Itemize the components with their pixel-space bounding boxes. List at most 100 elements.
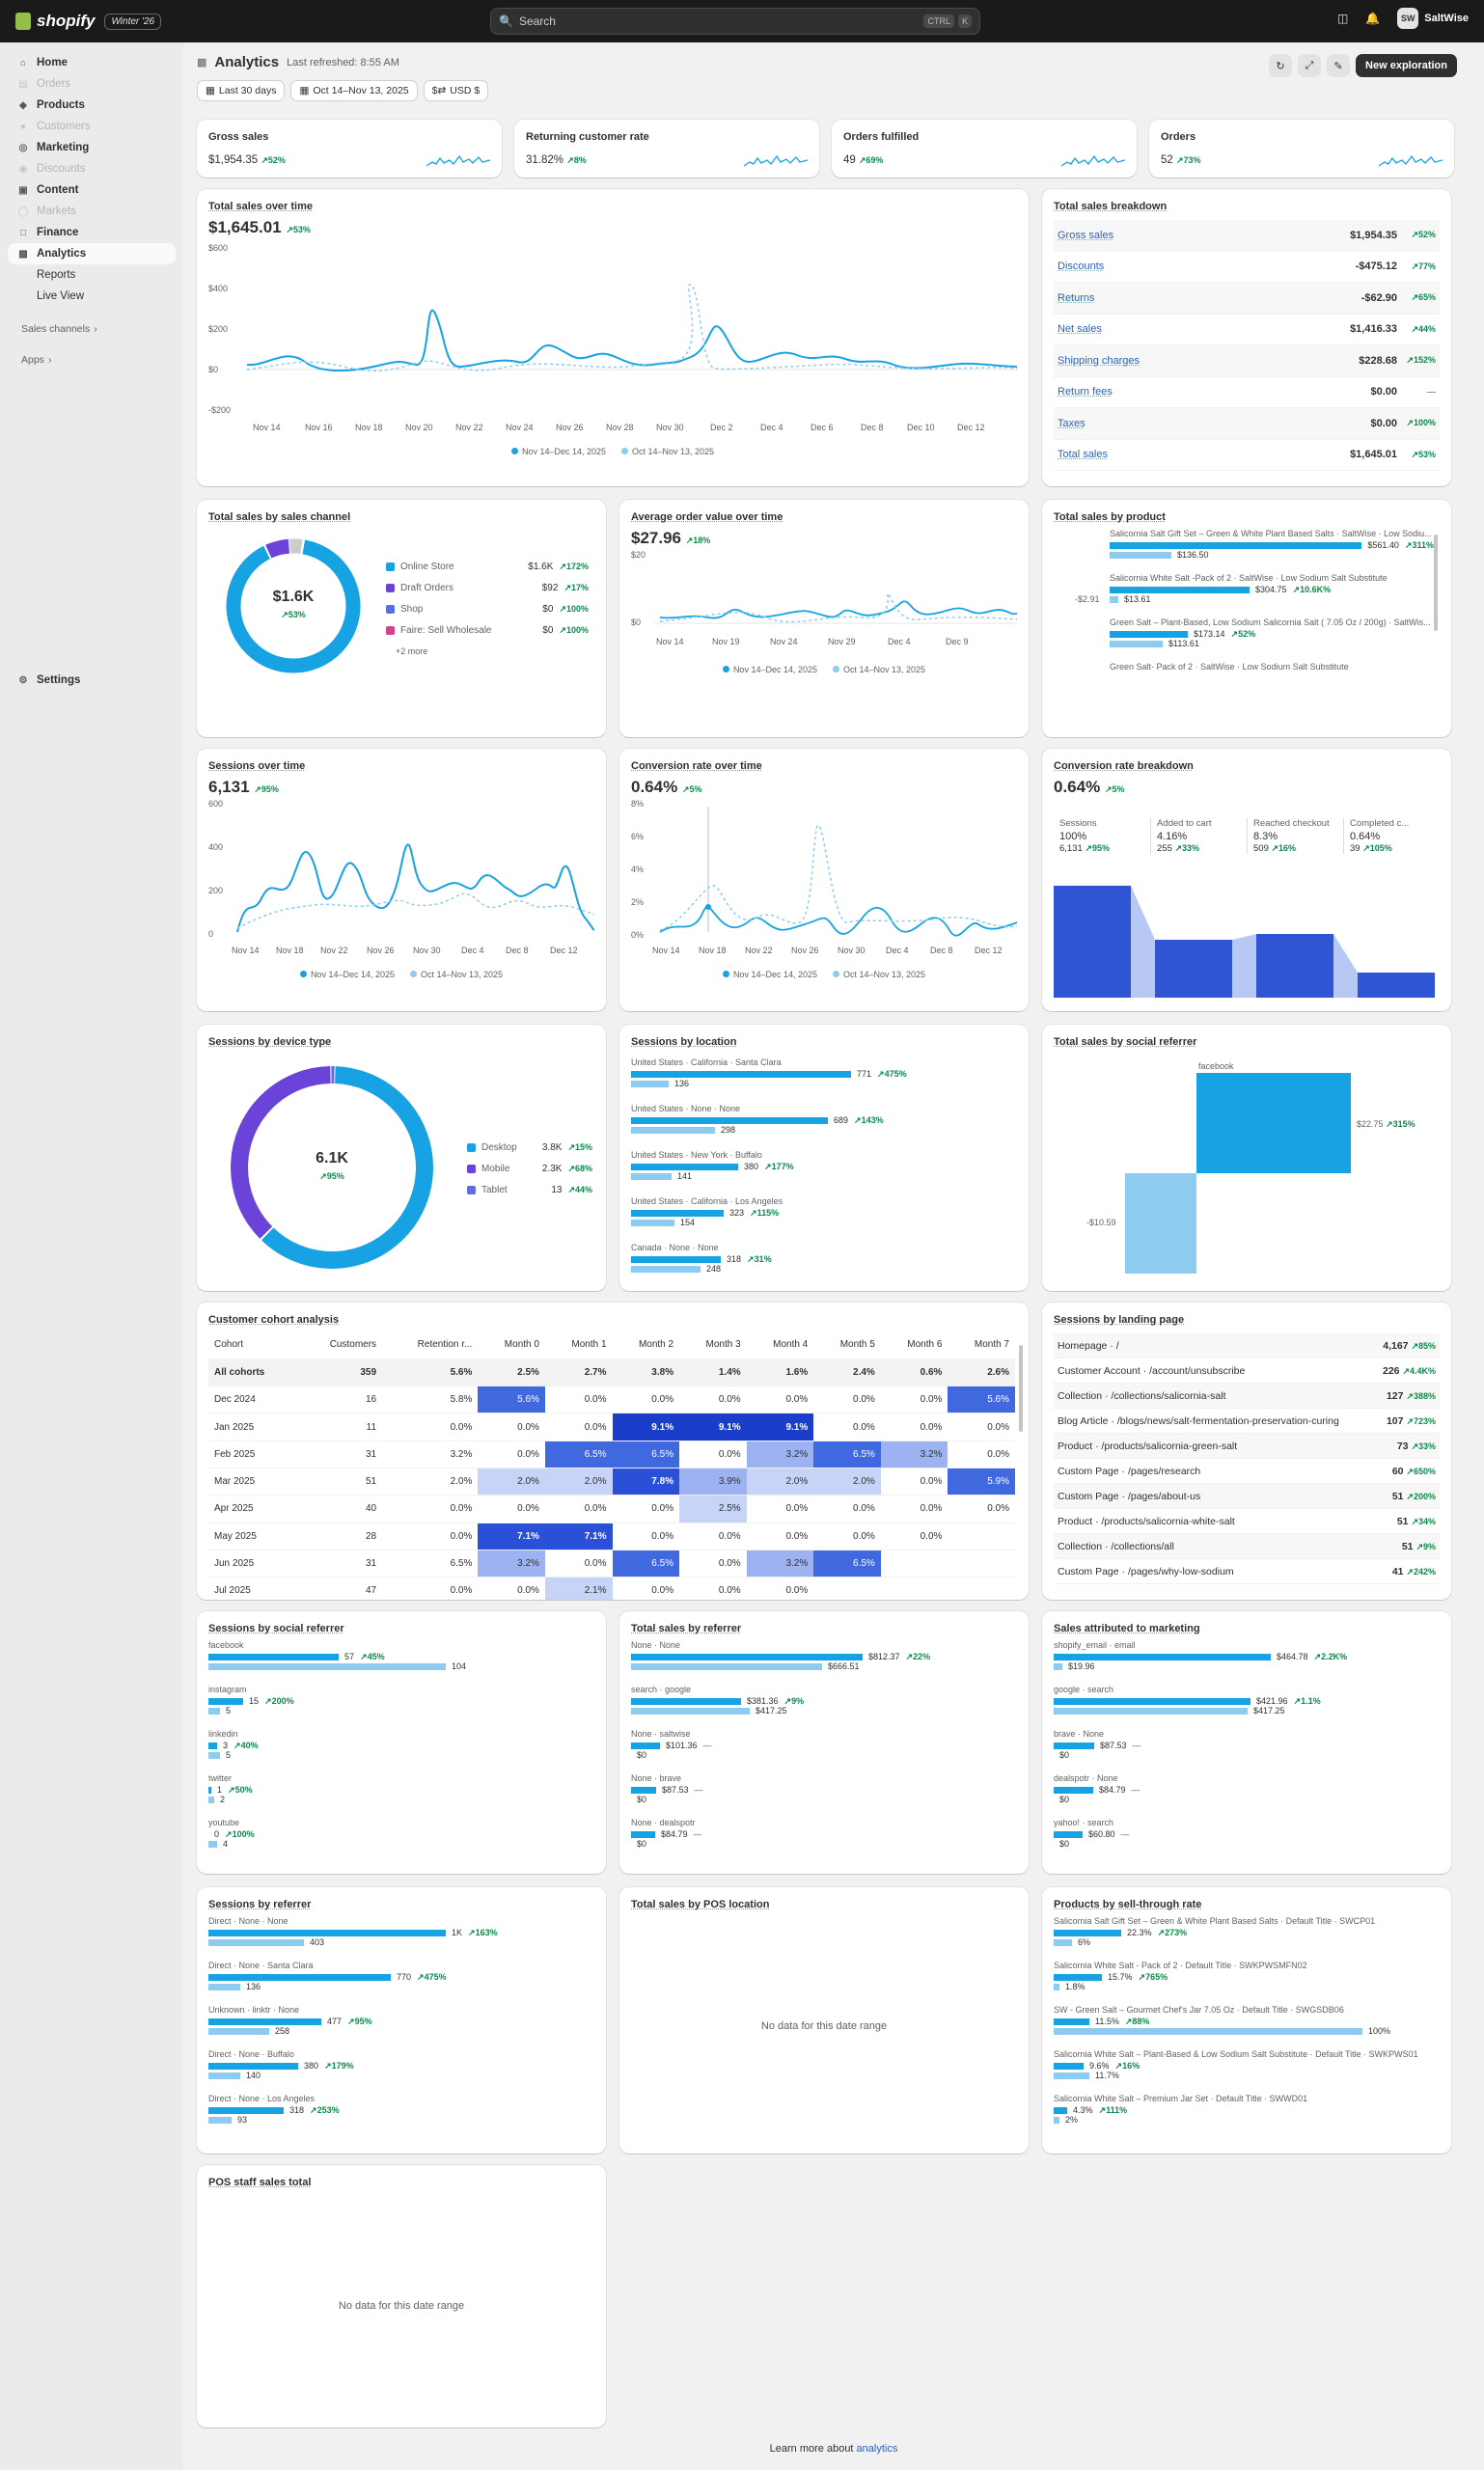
sales-by-social-referrer-card[interactable]: Total sales by social referrer facebook … [1042, 1025, 1451, 1291]
breakdown-row-total-sales[interactable]: Total sales $1,645.01 ↗53% [1054, 440, 1440, 471]
landing-page-row[interactable]: Product · /products/salicornia-white-sal… [1054, 1509, 1440, 1534]
cohort-row[interactable]: Feb 2025 31 3.2% 0.0% 6.5% 6.5% 0.0% 3.2% 6.5% 3.… [208, 1441, 1015, 1468]
bar-group-none-saltwise[interactable]: None · saltwise $101.36 — $0 [631, 1729, 1017, 1760]
bar-group-none-brave[interactable]: None · brave $87.53 — $0 [631, 1773, 1017, 1804]
kpi-card-returning-customer-rate[interactable]: Returning customer rate 31.82% ↗8% [514, 120, 819, 178]
column-header[interactable]: Retention r... [382, 1331, 479, 1359]
sessions-by-referrer-card[interactable]: Sessions by referrer Direct · None · Non… [197, 1887, 606, 2154]
bar-group-none-none[interactable]: None · None $812.37 ↗22% $666.51 [631, 1640, 1017, 1671]
breakdown-label[interactable]: Net sales [1058, 323, 1102, 336]
sidebar-item-products[interactable]: ◆ Products [8, 95, 176, 116]
landing-page-row[interactable]: Collection · /collections/salicornia-sal… [1054, 1384, 1440, 1409]
cohort-row[interactable]: Jan 2025 11 0.0% 0.0% 0.0% 9.1% 9.1% 9.1% 0.0% 0.… [208, 1413, 1015, 1441]
sales-channels-section[interactable]: Sales channels › [8, 320, 176, 338]
bar-group-twitter[interactable]: twitter 1 ↗50% 2 [208, 1773, 594, 1804]
bar-group-google-search[interactable]: google · search $421.96 ↗1.1% $417.25 [1054, 1685, 1440, 1715]
sessions-by-landing-page-card[interactable]: Sessions by landing page Homepage · / 4,1… [1042, 1303, 1451, 1600]
breakdown-label[interactable]: Taxes [1058, 417, 1086, 429]
legend-row-draft-orders[interactable]: Draft Orders $92 ↗17% [386, 577, 589, 598]
bar-group-search-google[interactable]: search · google $381.36 ↗9% $417.25 [631, 1685, 1017, 1715]
sidebar-item-analytics[interactable]: ▩ Analytics [8, 243, 176, 264]
edition-badge[interactable]: Winter '26 [104, 13, 162, 30]
landing-page-row[interactable]: Product · /products/salicornia-green-sal… [1054, 1434, 1440, 1459]
bar-group-green-salt-plant-based-low-sodium-salicornia-salt-7-05-oz-200g-saltwis[interactable]: Green Salt – Plant-Based, Low Sodium Sal… [1110, 618, 1434, 648]
bar-group-direct-none-santa-clara[interactable]: Direct · None · Santa Clara 770 ↗475% 136 [208, 1961, 594, 1991]
sidebar-subitem-live-view[interactable]: Live View [8, 286, 176, 307]
sidebar-item-discounts[interactable]: ◉ Discounts [8, 158, 176, 179]
more-channels-link[interactable]: +2 more [396, 646, 428, 656]
conversion-breakdown-card[interactable]: Conversion rate breakdown 0.64% ↗5% Sess… [1042, 749, 1451, 1011]
sessions-by-device-card[interactable]: Sessions by device type 6.1K ↗95% Deskto… [197, 1025, 606, 1291]
bar-group-united-states-california-santa-clara[interactable]: United States · California · Santa Clara… [631, 1057, 1017, 1088]
bar-group-youtube[interactable]: youtube 0 ↗100% 4 [208, 1818, 594, 1849]
bar-group-shopify-email-email[interactable]: shopify_email · email $464.78 ↗2.2K% $19.… [1054, 1640, 1440, 1671]
cohort-row[interactable]: Dec 2024 16 5.8% 5.6% 0.0% 0.0% 0.0% 0.0% 0.0% 0.… [208, 1386, 1015, 1414]
aov-card[interactable]: Average order value over time $27.96 ↗18… [619, 500, 1029, 737]
funnel-step-added-to-cart[interactable]: Added to cart 4.16% 255 ↗33% [1150, 818, 1247, 854]
breakdown-row-returns[interactable]: Returns -$62.90 ↗65% [1054, 283, 1440, 315]
bar-group-salicornia-white-salt-plant-based-low-sodium-salt-substitute-default-title-swkpws01[interactable]: Salicornia White Salt – Plant-Based & Lo… [1054, 2049, 1440, 2080]
bar-group-none-dealspotr[interactable]: None · dealspotr $84.79 — $0 [631, 1818, 1017, 1849]
legend-row-desktop[interactable]: Desktop 3.8K ↗15% [467, 1137, 592, 1158]
breakdown-row-taxes[interactable]: Taxes $0.00 ↗100% [1054, 408, 1440, 440]
column-header[interactable]: Month 6 [880, 1331, 948, 1359]
funnel-step-reached-checkout[interactable]: Reached checkout 8.3% 509 ↗16% [1247, 818, 1343, 854]
sessions-by-social-referrer-card[interactable]: Sessions by social referrer facebook 57 ↗… [197, 1611, 606, 1874]
landing-page-row[interactable]: Custom Page · /pages/research 60 ↗650% [1054, 1459, 1440, 1484]
landing-page-row[interactable]: Collection · /collections/all 51 ↗9% [1054, 1534, 1440, 1559]
bar-group-united-states-new-york-buffalo[interactable]: United States · New York · Buffalo 380 ↗1… [631, 1150, 1017, 1181]
pos-location-card[interactable]: Total sales by POS location No data for … [619, 1887, 1029, 2154]
sales-by-channel-card[interactable]: Total sales by sales channel $1.6K ↗53% … [197, 500, 606, 737]
column-header[interactable]: Month 1 [544, 1331, 613, 1359]
bar-group-salicornia-white-salt-pack-of-2-default-title-swkpwsmfn02[interactable]: Salicornia White Salt - Pack of 2 · Defa… [1054, 1961, 1440, 1991]
cohort-row[interactable]: May 2025 28 0.0% 7.1% 7.1% 0.0% 0.0% 0.0% 0.0% 0.… [208, 1523, 1015, 1551]
landing-page-row[interactable]: Custom Page · /pages/about-us 51 ↗200% [1054, 1484, 1440, 1509]
new-exploration-button[interactable]: New exploration [1356, 54, 1457, 77]
cohort-row[interactable]: Apr 2025 40 0.0% 0.0% 0.0% 0.0% 2.5% 0.0% 0.0% 0.… [208, 1495, 1015, 1523]
bar-group-facebook[interactable]: facebook 57 ↗45% 104 [208, 1640, 594, 1671]
total-sales-breakdown-card[interactable]: Total sales breakdown Gross sales $1,954.… [1042, 189, 1451, 486]
refresh-icon[interactable]: ↻ [1269, 54, 1293, 77]
edit-icon[interactable]: ✎ [1327, 54, 1351, 77]
cohort-row[interactable]: Jul 2025 47 0.0% 0.0% 2.1% 0.0% 0.0% 0.0% [208, 1577, 1015, 1600]
breakdown-label[interactable]: Total sales [1058, 449, 1108, 461]
column-header[interactable]: Month 0 [478, 1331, 545, 1359]
breakdown-row-return-fees[interactable]: Return fees $0.00 — [1054, 377, 1440, 408]
bar-group-direct-none-buffalo[interactable]: Direct · None · Buffalo 380 ↗179% 140 [208, 2049, 594, 2080]
sales-by-referrer-card[interactable]: Total sales by referrer None · None $812… [619, 1611, 1029, 1874]
bar-group-canada-none-none[interactable]: Canada · None · None 318 ↗31% 248 [631, 1243, 1017, 1274]
funnel-step-completed-c[interactable]: Completed c... 0.64% 39 ↗105% [1343, 818, 1440, 854]
sidebar-item-marketing[interactable]: ◎ Marketing [8, 137, 176, 158]
cohort-row[interactable]: Jun 2025 31 6.5% 3.2% 0.0% 6.5% 0.0% 3.2% 6.5% [208, 1550, 1015, 1578]
bar-group-brave-none[interactable]: brave · None $87.53 — $0 [1054, 1729, 1440, 1760]
breakdown-row-net-sales[interactable]: Net sales $1,416.33 ↗44% [1054, 315, 1440, 345]
legend-row-shop[interactable]: Shop $0 ↗100% [386, 598, 589, 619]
currency-filter[interactable]: $⇄ USD $ [423, 80, 489, 101]
date-range-filter[interactable]: ▦ Last 30 days [197, 80, 286, 101]
bar-group-yahoo-search[interactable]: yahoo! · search $60.80 — $0 [1054, 1818, 1440, 1849]
breakdown-row-shipping-charges[interactable]: Shipping charges $228.68 ↗152% [1054, 345, 1440, 377]
cohort-row[interactable]: Mar 2025 51 2.0% 2.0% 2.0% 7.8% 3.9% 2.0% 2.0% 0.… [208, 1468, 1015, 1496]
landing-page-row[interactable]: Homepage · / 4,167 ↗85% [1054, 1333, 1440, 1358]
bar-group-unknown-linktr-none[interactable]: Unknown · linktr · None 477 ↗95% 258 [208, 2005, 594, 2036]
bar-group-salicornia-salt-gift-set-green-white-plant-based-salts-default-title-swcp01[interactable]: Salicornia Salt Gift Set – Green & White… [1054, 1916, 1440, 1947]
marketing-sales-card[interactable]: Sales attributed to marketing shopify_em… [1042, 1611, 1451, 1874]
bar-group-direct-none-los-angeles[interactable]: Direct · None · Los Angeles 318 ↗253% 93 [208, 2094, 594, 2125]
column-header[interactable]: Cohort [208, 1331, 298, 1359]
column-header[interactable]: Month 2 [612, 1331, 680, 1359]
bar-group-instagram[interactable]: instagram 15 ↗200% 5 [208, 1685, 594, 1715]
breakdown-label[interactable]: Shipping charges [1058, 354, 1140, 367]
kpi-card-gross-sales[interactable]: Gross sales $1,954.35 ↗52% [197, 120, 502, 178]
bar-group-linkedin[interactable]: linkedin 3 ↗40% 5 [208, 1729, 594, 1760]
analytics-learn-more-link[interactable]: analytics [856, 2443, 898, 2455]
legend-row-mobile[interactable]: Mobile 2.3K ↗68% [467, 1158, 592, 1179]
legend-row-faire-sell-wholesale[interactable]: Faire: Sell Wholesale $0 ↗100% [386, 619, 589, 641]
bar-group-dealspotr-none[interactable]: dealspotr · None $84.79 — $0 [1054, 1773, 1440, 1804]
sidebar-item-orders[interactable]: ▤ Orders [8, 73, 176, 95]
landing-page-row[interactable]: Customer Account · /account/unsubscribe 2… [1054, 1358, 1440, 1384]
bar-group-sw-green-salt-gourmet-chef-s-jar-7-05-oz-default-title-swgsdb06[interactable]: SW - Green Salt – Gourmet Chef's Jar 7.0… [1054, 2005, 1440, 2036]
shopify-logo[interactable]: shopify [15, 12, 95, 31]
column-header[interactable]: Customers [297, 1331, 383, 1359]
bar-group-direct-none-none[interactable]: Direct · None · None 1K ↗163% 403 [208, 1916, 594, 1947]
breakdown-row-gross-sales[interactable]: Gross sales $1,954.35 ↗52% [1054, 220, 1440, 252]
